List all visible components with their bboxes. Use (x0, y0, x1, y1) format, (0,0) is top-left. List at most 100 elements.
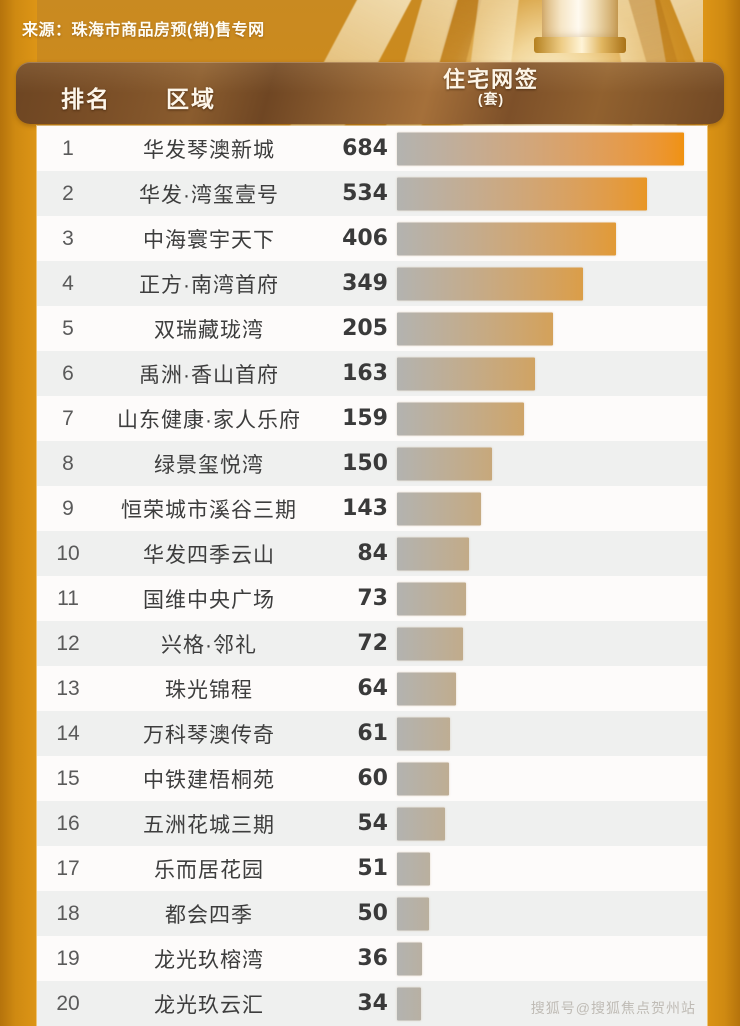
cell-rank: 12 (56, 631, 80, 655)
cell-rank: 19 (56, 946, 80, 970)
cell-value: 406 (342, 226, 388, 251)
table-row: 14 万科琴澳传奇 61 (37, 711, 707, 756)
table-row: 12 兴格·邻礼 72 (37, 621, 707, 666)
cell-value: 684 (342, 136, 388, 161)
cell-rank: 7 (62, 406, 74, 430)
cell-rank: 18 (56, 901, 80, 925)
table-row: 11 国维中央广场 73 (37, 576, 707, 621)
cell-bar-track (394, 711, 707, 756)
cell-value: 54 (357, 811, 388, 836)
cell-value: 349 (342, 271, 388, 296)
cell-value: 34 (357, 991, 388, 1016)
cell-project-name: 恒荣城市溪谷三期 (121, 498, 297, 522)
table-row: 4 正方·南湾首府 349 (37, 261, 707, 306)
ranking-table: 1 华发琴澳新城 684 2 华发·湾玺壹号 534 3 中海寰宇天下 406 4 正方·南湾首府 3… (37, 126, 707, 1026)
cell-rank: 8 (62, 451, 74, 475)
cell-project-name: 正方·南湾首府 (139, 273, 279, 297)
source-label: 来源：珠海市商品房预(销)售专网 (22, 22, 265, 39)
cell-project-name: 万科琴澳传奇 (143, 723, 275, 747)
value-bar (397, 222, 616, 255)
cell-value: 64 (357, 676, 388, 701)
cell-bar-track (394, 666, 707, 711)
table-row: 9 恒荣城市溪谷三期 143 (37, 486, 707, 531)
cell-project-name: 兴格·邻礼 (161, 633, 257, 657)
cell-project-name: 华发·湾玺壹号 (139, 183, 279, 207)
value-bar (397, 852, 430, 885)
cell-project-name: 都会四季 (165, 903, 253, 927)
cell-rank: 3 (62, 226, 74, 250)
value-bar (397, 717, 450, 750)
cell-rank: 5 (62, 316, 74, 340)
table-row: 7 山东健康·家人乐府 159 (37, 396, 707, 441)
cell-rank: 6 (62, 361, 74, 385)
value-bar (397, 627, 463, 660)
value-bar (397, 987, 421, 1020)
cell-project-name: 华发琴澳新城 (143, 138, 275, 162)
cell-value: 143 (342, 496, 388, 521)
table-row: 1 华发琴澳新城 684 (37, 126, 707, 171)
cell-rank: 9 (62, 496, 74, 520)
cell-bar-track (394, 126, 707, 171)
value-bar (397, 177, 647, 210)
cell-value: 60 (357, 766, 388, 791)
table-row: 16 五洲花城三期 54 (37, 801, 707, 846)
cell-value: 150 (342, 451, 388, 476)
cell-bar-track (394, 306, 707, 351)
cell-value: 84 (357, 541, 388, 566)
cell-project-name: 双瑞藏珑湾 (154, 318, 264, 342)
column-header-rank: 排名 (61, 86, 111, 112)
value-bar (397, 492, 481, 525)
value-bar (397, 357, 535, 390)
cell-bar-track (394, 351, 707, 396)
cell-project-name: 绿景玺悦湾 (154, 453, 264, 477)
cell-rank: 10 (56, 541, 80, 565)
cell-bar-track (394, 441, 707, 486)
cell-value: 159 (342, 406, 388, 431)
column-header-metric-unit: (套) (477, 90, 505, 107)
value-bar (397, 897, 429, 930)
cell-rank: 13 (56, 676, 80, 700)
cell-bar-track (394, 801, 707, 846)
value-bar (397, 672, 456, 705)
cell-bar-track (394, 171, 707, 216)
cell-rank: 2 (62, 181, 74, 205)
cell-project-name: 中海寰宇天下 (143, 228, 275, 252)
cell-bar-track (394, 576, 707, 621)
cell-bar-track (394, 981, 707, 1026)
watermark-label: 搜狐号@搜狐焦点贺州站 (530, 1000, 696, 1016)
cell-project-name: 珠光锦程 (165, 678, 253, 702)
table-row: 17 乐而居花园 51 (37, 846, 707, 891)
table-row: 18 都会四季 50 (37, 891, 707, 936)
cell-rank: 17 (56, 856, 80, 880)
cell-value: 163 (342, 361, 388, 386)
cell-project-name: 国维中央广场 (143, 588, 275, 612)
cell-bar-track (394, 846, 707, 891)
cell-bar-track (394, 216, 707, 261)
cell-project-name: 中铁建梧桐苑 (143, 768, 275, 792)
cell-bar-track (394, 261, 707, 306)
table-row: 3 中海寰宇天下 406 (37, 216, 707, 261)
cell-value: 36 (357, 946, 388, 971)
cell-bar-track (394, 891, 707, 936)
value-bar (397, 312, 553, 345)
column-header-area: 区域 (166, 86, 216, 112)
column-header-metric-title: 住宅网签 (442, 67, 539, 92)
cell-project-name: 山东健康·家人乐府 (117, 408, 301, 432)
cell-bar-track (394, 936, 707, 981)
table-row: 19 龙光玖榕湾 36 (37, 936, 707, 981)
cell-bar-track (394, 621, 707, 666)
cell-rank: 4 (62, 271, 74, 295)
value-bar (397, 762, 449, 795)
cell-rank: 14 (56, 721, 80, 745)
table-row: 10 华发四季云山 84 (37, 531, 707, 576)
cell-project-name: 乐而居花园 (154, 858, 264, 882)
cell-rank: 15 (56, 766, 80, 790)
table-row: 8 绿景玺悦湾 150 (37, 441, 707, 486)
value-bar (397, 267, 583, 300)
value-bar (397, 132, 684, 165)
cell-value: 50 (357, 901, 388, 926)
cell-rank: 16 (56, 811, 80, 835)
trophy-icon (532, 0, 628, 60)
cell-value: 61 (357, 721, 388, 746)
